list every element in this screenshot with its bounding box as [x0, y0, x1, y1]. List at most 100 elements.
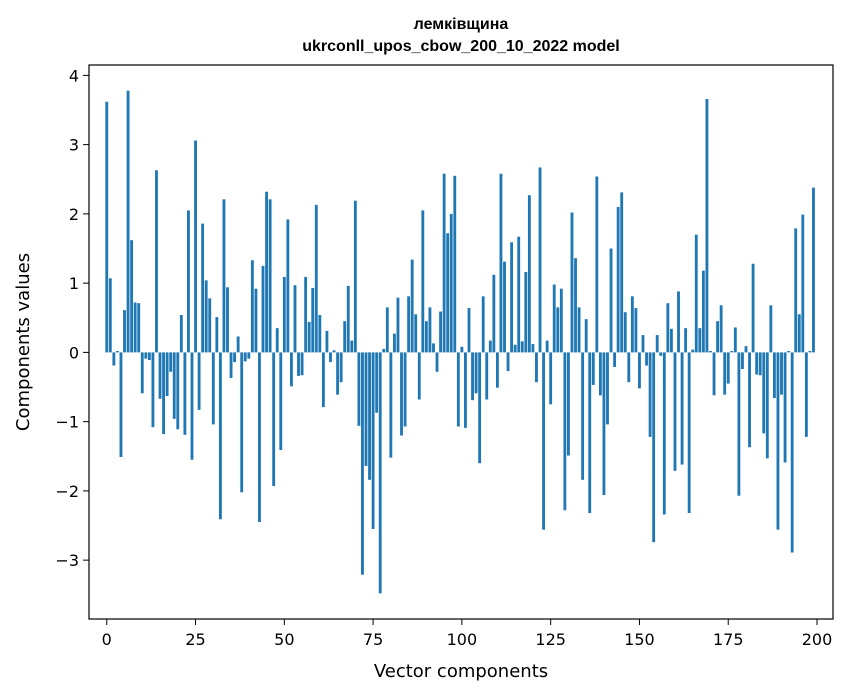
bar [602, 352, 606, 496]
bar [240, 352, 244, 493]
x-tick-label: 125 [535, 630, 566, 649]
bar [432, 343, 435, 353]
bar [233, 352, 237, 363]
bar [197, 352, 201, 410]
bar [286, 219, 290, 353]
bar [204, 280, 208, 353]
bar [140, 352, 144, 394]
y-tick-label: 4 [69, 66, 79, 85]
bar [350, 340, 354, 353]
bar [471, 352, 474, 401]
bar [538, 167, 542, 353]
bar [563, 352, 567, 511]
y-tick-label: 0 [69, 343, 79, 362]
bar [719, 305, 723, 353]
bar [339, 352, 343, 383]
bar [417, 352, 421, 400]
bar [424, 321, 428, 353]
bar [371, 352, 375, 529]
bar [208, 298, 212, 353]
bar [133, 302, 137, 353]
bar [130, 240, 134, 353]
x-tick-label: 100 [447, 630, 478, 649]
bar [769, 305, 773, 353]
bar [137, 303, 141, 353]
bar [762, 352, 766, 434]
bar [574, 258, 577, 353]
bar [588, 352, 592, 514]
bar [222, 199, 226, 353]
bar [123, 310, 126, 353]
bar [368, 352, 371, 480]
bar [513, 344, 517, 353]
bar [634, 308, 638, 353]
x-tick-label: 200 [802, 630, 833, 649]
bar [797, 314, 801, 353]
bar [641, 335, 645, 353]
bar [506, 352, 510, 372]
bar [662, 352, 666, 515]
bar [147, 352, 151, 361]
bar [801, 214, 805, 353]
bar [211, 352, 215, 425]
bar [755, 352, 759, 375]
bar [254, 288, 258, 353]
bar [407, 296, 411, 353]
bar [808, 351, 812, 353]
bar [421, 210, 425, 353]
bar [559, 288, 563, 353]
bar [499, 173, 503, 353]
y-tick-label: −3 [55, 551, 79, 570]
chart-titles: лемківщина ukrconll_upos_cbow_200_10_202… [302, 16, 619, 55]
bar [467, 308, 471, 353]
bar [311, 287, 315, 353]
bar [772, 352, 776, 399]
bar [321, 352, 325, 408]
bar [112, 352, 116, 366]
bar [290, 352, 293, 387]
bar [609, 248, 613, 353]
bar [627, 352, 631, 383]
bar [144, 352, 148, 359]
bar [258, 352, 261, 523]
y-tick-label: 3 [69, 136, 79, 155]
bar [591, 352, 595, 385]
bar [694, 234, 698, 353]
bar [446, 233, 450, 353]
bar [712, 352, 716, 396]
bar [115, 351, 119, 353]
bar [442, 173, 446, 353]
bar [297, 352, 300, 376]
bar [158, 352, 162, 399]
bar [453, 175, 457, 353]
bar [105, 101, 109, 353]
bar [542, 352, 545, 530]
bar [229, 352, 233, 379]
bar [680, 352, 684, 465]
bar [126, 90, 130, 353]
y-tick-label: 1 [69, 274, 79, 293]
bar [730, 351, 734, 353]
bar [378, 352, 382, 594]
bar [428, 307, 432, 353]
bar [414, 314, 418, 353]
bar [282, 276, 286, 353]
chart-title: лемківщина [414, 16, 509, 33]
bar [357, 352, 361, 426]
bar [488, 340, 492, 353]
bar [751, 263, 755, 353]
bar [737, 352, 741, 496]
bar [776, 352, 780, 530]
bar [361, 352, 364, 575]
bar [570, 212, 574, 353]
y-tick-label: −1 [55, 413, 79, 432]
bar [236, 336, 240, 353]
bar [272, 352, 276, 487]
bar [247, 352, 251, 359]
bar [155, 170, 158, 353]
bar [581, 352, 585, 480]
bar [584, 319, 588, 353]
bar [709, 351, 712, 353]
bar [495, 352, 499, 388]
bar [723, 352, 727, 395]
